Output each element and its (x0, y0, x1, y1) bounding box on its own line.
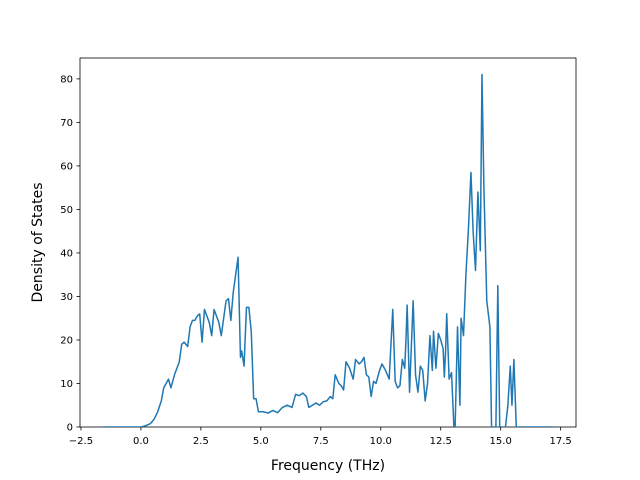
y-axis-label: Density of States (30, 183, 46, 303)
y-tick-label: 30 (60, 292, 73, 303)
x-tick-label: 15.0 (490, 436, 512, 447)
x-tick-label: 2.5 (193, 436, 209, 447)
data-line (102, 73, 554, 427)
x-tick-label: 5.0 (253, 436, 269, 447)
plot-frame (79, 57, 577, 428)
y-tick-label: 80 (60, 74, 73, 85)
y-tick-label: 40 (60, 248, 73, 259)
x-tick-label: 12.5 (430, 436, 452, 447)
y-tick-label: 70 (60, 118, 73, 129)
x-tick-label: 10.0 (370, 436, 392, 447)
y-tick-label: 20 (60, 335, 73, 346)
y-tick-label: 0 (67, 423, 73, 434)
x-tick-label: 17.5 (550, 436, 572, 447)
y-tick-label: 60 (60, 161, 73, 172)
x-axis-label: Frequency (THz) (271, 458, 385, 474)
x-tick-label: 0.0 (133, 436, 149, 447)
x-tick-label: −2.5 (69, 436, 93, 447)
y-tick-label: 50 (60, 205, 73, 216)
x-tick-label: 7.5 (313, 436, 329, 447)
y-tick-label: 10 (60, 379, 73, 390)
